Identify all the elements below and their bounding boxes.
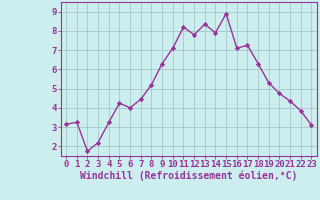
X-axis label: Windchill (Refroidissement éolien,°C): Windchill (Refroidissement éolien,°C) xyxy=(80,171,298,181)
